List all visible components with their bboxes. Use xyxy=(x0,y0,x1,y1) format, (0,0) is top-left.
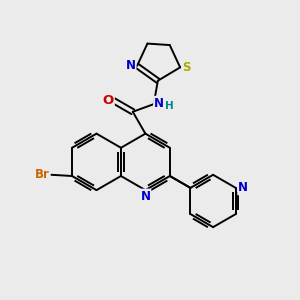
Text: S: S xyxy=(182,61,191,74)
Text: N: N xyxy=(154,97,164,110)
Text: Br: Br xyxy=(35,168,50,181)
Text: O: O xyxy=(103,94,114,107)
Text: N: N xyxy=(238,182,248,194)
Text: N: N xyxy=(140,190,150,202)
Text: N: N xyxy=(125,59,136,72)
Text: H: H xyxy=(165,100,174,111)
